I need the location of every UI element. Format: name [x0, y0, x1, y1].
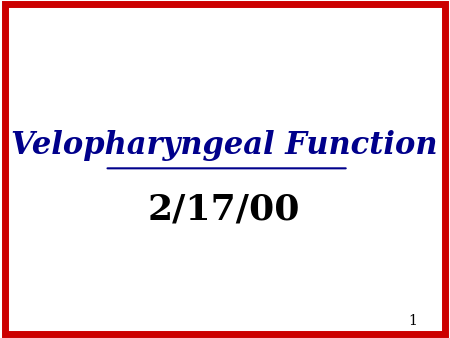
Text: Velopharyngeal Function: Velopharyngeal Function — [11, 130, 437, 161]
Text: 1: 1 — [409, 314, 418, 328]
Text: 2/17/00: 2/17/00 — [148, 193, 300, 226]
